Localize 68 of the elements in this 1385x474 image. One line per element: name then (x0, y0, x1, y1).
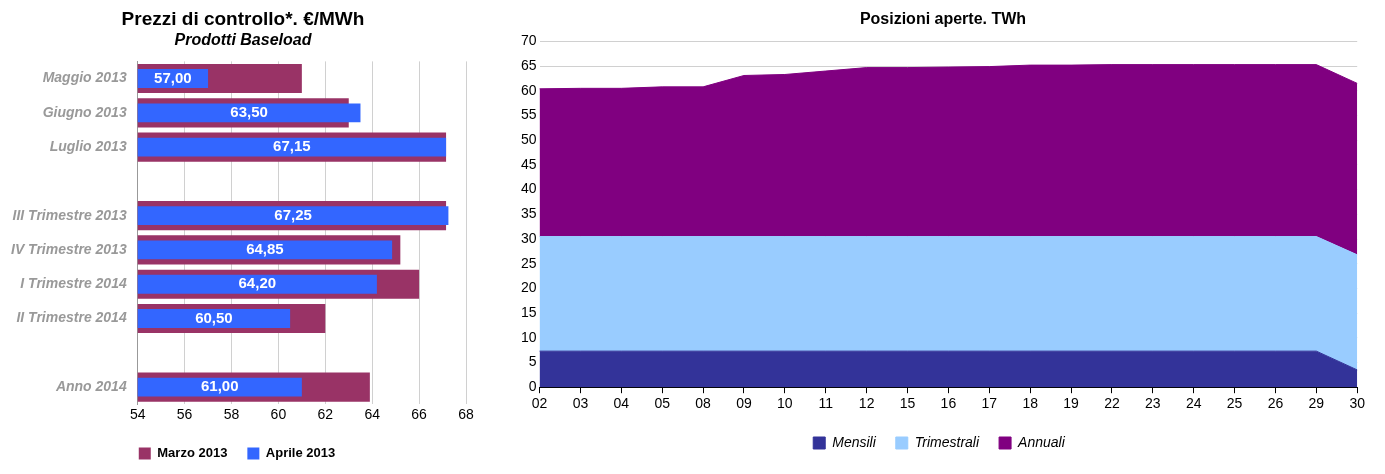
y-tick-label: Giugno 2013 (42, 103, 127, 120)
x-tick-label: 66 (411, 406, 428, 423)
x-tick-label: 22 (1104, 395, 1120, 412)
x-tick-label: 08 (695, 395, 712, 412)
y-tick-label: 30 (520, 229, 537, 246)
data-label: 67,25 (274, 205, 312, 223)
y-tick-label: 35 (520, 205, 537, 222)
x-tick-label: 17 (981, 395, 998, 412)
x-tick-label: 12 (858, 395, 875, 412)
x-tick-label: 23 (1145, 395, 1161, 412)
x-tick-label: 04 (613, 395, 630, 412)
y-tick-label: Maggio 2013 (42, 69, 127, 86)
data-label: 67,15 (273, 137, 311, 155)
y-tick-label: Luglio 2013 (49, 137, 127, 154)
x-tick-label: 24 (1185, 395, 1202, 412)
x-tick-label: 09 (736, 395, 752, 412)
legend-label: Trimestrali (914, 433, 980, 450)
x-tick-label: 02 (531, 395, 548, 412)
y-tick-label: 20 (520, 279, 537, 296)
legend-label: Marzo 2013 (157, 445, 228, 461)
y-tick-label: 5 (528, 353, 537, 370)
y-tick-label: Anno 2014 (54, 377, 127, 394)
y-tick-label: I Trimestre 2014 (20, 275, 127, 292)
data-label: 64,20 (238, 274, 277, 292)
y-tick-label: 15 (520, 303, 537, 320)
x-tick-label: 25 (1226, 395, 1243, 412)
x-tick-label: 05 (654, 395, 671, 412)
data-label: 61,00 (201, 377, 239, 395)
chart-title: Prezzi di controllo*. €/MWh (120, 8, 366, 30)
x-tick-label: 16 (940, 395, 957, 412)
y-tick-label: 0 (528, 378, 537, 395)
legend-label: Mensili (832, 433, 877, 450)
x-tick-label: 62 (317, 406, 334, 423)
x-tick-label: 11 (818, 395, 834, 412)
x-tick-label: 15 (899, 395, 916, 412)
legend-label: Annuali (1017, 433, 1066, 450)
data-label: 60,50 (195, 308, 233, 326)
x-tick-label: 60 (270, 406, 287, 423)
y-tick-label: 60 (520, 81, 537, 98)
y-tick-label: 65 (520, 56, 537, 73)
x-tick-label: 68 (458, 406, 474, 423)
x-tick-label: 19 (1063, 395, 1080, 412)
y-tick-label: 50 (520, 131, 537, 148)
y-tick-label: III Trimestre 2013 (12, 206, 127, 223)
y-tick-label: II Trimestre 2014 (16, 309, 127, 326)
x-tick-label: 30 (1349, 395, 1366, 412)
x-tick-label: 10 (777, 395, 793, 412)
x-tick-label: 29 (1308, 395, 1325, 412)
x-tick-label: 56 (176, 406, 193, 423)
legend-label: Aprile 2013 (265, 445, 336, 461)
chart-title: Posizioni aperte. TWh (858, 9, 1028, 29)
x-tick-label: 54 (129, 406, 146, 423)
x-tick-label: 03 (572, 395, 589, 412)
x-tick-label: 58 (223, 406, 240, 423)
data-label: 64,85 (246, 240, 284, 258)
data-label: 57,00 (154, 68, 192, 86)
y-tick-label: 10 (520, 328, 537, 345)
y-tick-label: 25 (520, 254, 537, 271)
y-tick-label: 45 (520, 155, 537, 172)
y-tick-label: IV Trimestre 2013 (10, 240, 127, 257)
x-tick-label: 64 (364, 406, 381, 423)
y-tick-label: 70 (520, 32, 537, 49)
chart-subtitle: Prodotti Baseload (173, 30, 313, 50)
x-tick-label: 26 (1267, 395, 1284, 412)
y-tick-label: 55 (520, 106, 537, 123)
data-label: 63,50 (230, 102, 268, 120)
y-tick-label: 40 (520, 180, 537, 197)
x-tick-label: 18 (1022, 395, 1039, 412)
